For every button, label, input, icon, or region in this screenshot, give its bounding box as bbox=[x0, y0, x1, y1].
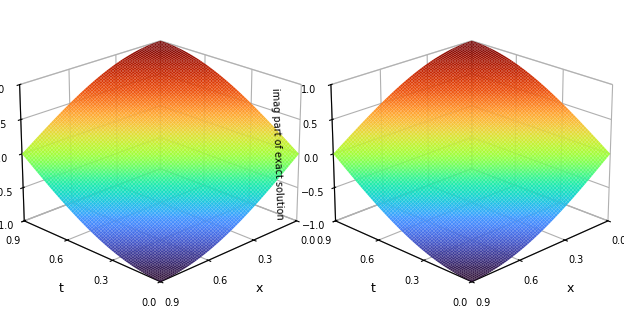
Y-axis label: t: t bbox=[370, 282, 375, 295]
X-axis label: x: x bbox=[256, 282, 263, 295]
Y-axis label: t: t bbox=[59, 282, 64, 295]
X-axis label: x: x bbox=[567, 282, 575, 295]
